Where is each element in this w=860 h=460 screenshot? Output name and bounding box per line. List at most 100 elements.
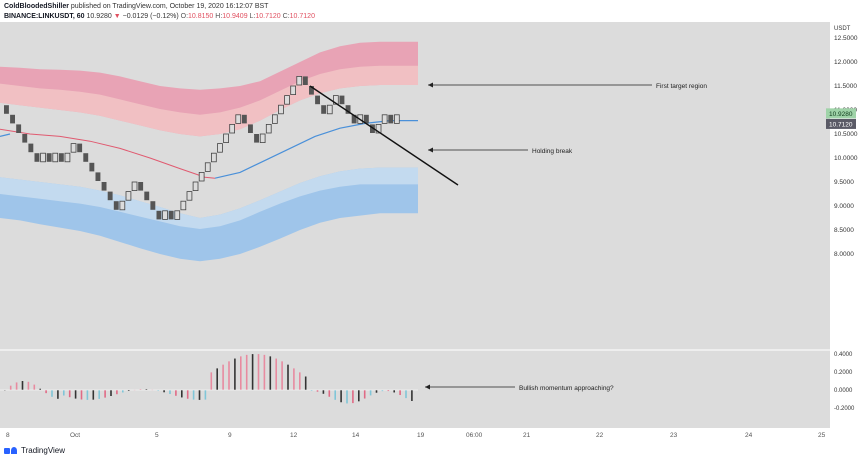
price-tick-label: 8.0000 [834, 251, 854, 258]
renko-brick [370, 124, 375, 133]
oscillator-bar [287, 364, 289, 390]
renko-brick [144, 191, 150, 201]
annotation-bullish-momentum: Bullish momentum approaching? [519, 385, 614, 392]
oscillator-bar [139, 389, 142, 390]
oscillator-bar [98, 390, 100, 399]
time-tick-label: 8 [6, 432, 10, 439]
renko-brick [302, 76, 308, 85]
oscillator-bar [181, 390, 183, 398]
oscillator-bar [316, 390, 319, 392]
time-tick-label: 9 [228, 432, 232, 439]
low-price-tag [826, 118, 856, 129]
oscillator-bar [45, 390, 47, 394]
oscillator-bar [21, 381, 24, 390]
oscillator-bar [369, 390, 372, 396]
oscillator-bar [234, 358, 236, 390]
oscillator-bar [269, 356, 272, 390]
last-price-tag [826, 108, 856, 119]
renko-brick [393, 114, 400, 124]
oscillator-bar [122, 390, 124, 393]
oscillator-bar [393, 390, 395, 393]
low-price-tag-label: 10.7120 [829, 121, 853, 128]
renko-brick [89, 162, 95, 172]
close-label: C: [282, 13, 290, 20]
publish-line: ColdBloodedShiller published on TradingV… [4, 2, 315, 12]
time-tick-label: 14 [352, 432, 360, 439]
close-value: 10.7120 [289, 13, 315, 20]
renko-brick [326, 104, 333, 115]
trendline [309, 85, 459, 186]
renko-brick [363, 114, 369, 124]
renko-brick [315, 95, 320, 105]
author-name[interactable]: ColdBloodedShiller [4, 3, 69, 10]
renko-brick [22, 134, 28, 143]
renko-brick [101, 182, 107, 191]
oscillator-bar [257, 354, 260, 390]
basis-line-start [0, 133, 11, 137]
renko-brick [351, 114, 357, 124]
publish-info: published on TradingView.com, October 19… [70, 3, 269, 10]
symbol-label[interactable]: BINANCE:LINKUSDT, 60 [4, 13, 85, 20]
oscillator-bar [411, 390, 413, 401]
oscillator-bar [322, 390, 325, 394]
oscillator-bar [57, 390, 59, 399]
last-price-tag-label: 10.9280 [829, 111, 853, 118]
footer-brand[interactable]: TradingView [21, 446, 66, 455]
renko-brick [107, 191, 113, 201]
oscillator-bar [293, 368, 295, 390]
renko-brick [46, 153, 52, 162]
oscillator-tick-label: 0.0000 [834, 388, 853, 394]
oscillator-bar [27, 381, 30, 390]
footer: TradingView [4, 446, 65, 455]
time-tick-label: 5 [155, 432, 159, 439]
upper-band-inner [0, 65, 418, 137]
oscillator-bar [399, 390, 401, 396]
oscillator-bar [375, 390, 378, 393]
renko-brick [339, 95, 345, 105]
renko-brick [265, 124, 272, 134]
oscillator-bar [304, 376, 307, 390]
oscillator-bar [204, 390, 207, 400]
low-label: L: [249, 13, 256, 20]
time-tick-label: 06:00 [466, 432, 483, 439]
price-tick-label: 12.5000 [834, 35, 858, 42]
oscillator-bar [157, 390, 159, 391]
oscillator-bar [68, 390, 71, 398]
renko-brick [77, 143, 83, 153]
oscillator-bar [116, 390, 118, 395]
oscillator-tick-label: 0.4000 [834, 352, 853, 358]
renko-brick [95, 172, 101, 181]
basis-line-blue [214, 120, 418, 179]
oscillator-bar [39, 388, 41, 390]
price-change: −0.0129 (−0.12%) [122, 13, 179, 20]
oscillator-bar [33, 384, 36, 390]
open-label: O: [180, 13, 189, 20]
price-tick-label: 11.5000 [834, 83, 857, 90]
time-tick-label: 23 [670, 432, 678, 439]
open-value: 10.8150 [188, 13, 214, 20]
oscillator-bar [216, 368, 218, 390]
tradingview-logo-icon[interactable] [4, 446, 18, 455]
renko-brick [34, 153, 40, 162]
price-tick-label: 8.5000 [834, 227, 854, 234]
oscillator-bar [334, 390, 336, 400]
renko-brick [296, 76, 303, 86]
last-price: 10.9280 [86, 13, 112, 20]
renko-brick [278, 104, 284, 115]
renko-brick [290, 85, 297, 96]
renko-brick [186, 191, 193, 201]
target-arrow-arrowhead-icon [428, 82, 433, 88]
basis-line-red [0, 128, 216, 179]
oscillator-bar [363, 390, 366, 399]
time-tick-label: 19 [417, 432, 425, 439]
price-axis-background [830, 22, 860, 428]
renko-brick [321, 105, 327, 114]
renko-brick [210, 152, 217, 163]
momentum-arrow-arrowhead-icon [425, 384, 430, 390]
renko-brick [138, 182, 144, 191]
oscillator-bar [210, 372, 213, 390]
oscillator-bar [198, 390, 201, 400]
renko-brick [156, 210, 162, 220]
renko-brick [64, 152, 71, 163]
